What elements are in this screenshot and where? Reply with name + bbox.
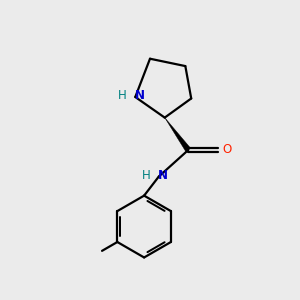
Text: N: N bbox=[135, 89, 145, 102]
Text: N: N bbox=[158, 169, 168, 182]
Polygon shape bbox=[165, 118, 191, 152]
Text: H: H bbox=[142, 169, 151, 182]
Text: H: H bbox=[118, 89, 127, 102]
Text: O: O bbox=[222, 143, 231, 157]
